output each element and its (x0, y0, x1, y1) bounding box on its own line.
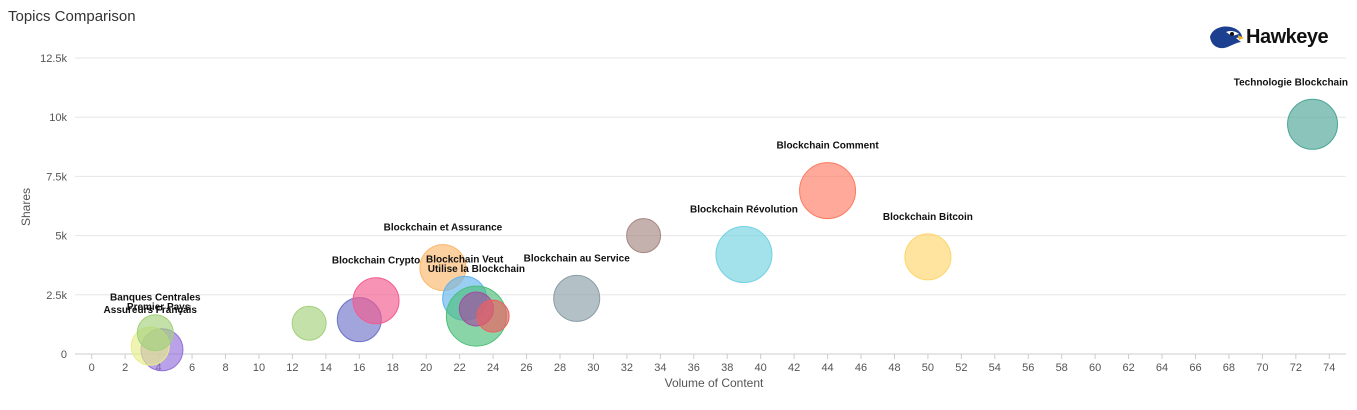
x-tick-label: 42 (788, 362, 800, 374)
hawk-head-icon (1210, 26, 1244, 49)
x-tick-label: 22 (454, 362, 466, 374)
bubble[interactable] (476, 299, 510, 333)
y-axis-title: Shares (19, 188, 33, 226)
x-axis-title: Volume of Content (665, 376, 764, 390)
y-tick-label: 12.5k (40, 53, 67, 65)
x-tick-label: 74 (1323, 362, 1335, 374)
x-tick-label: 28 (554, 362, 566, 374)
x-tick-label: 8 (222, 362, 228, 374)
x-tick-label: 68 (1223, 362, 1235, 374)
x-tick-label: 70 (1256, 362, 1268, 374)
bubble-label: Banques Centrales (110, 293, 201, 304)
hawkeye-logo: Hawkeye (1208, 22, 1329, 52)
x-tick-label: 18 (387, 362, 399, 374)
bubble-label: Blockchain Révolution (690, 205, 798, 216)
bubble[interactable] (799, 162, 857, 220)
bubble-label: Utilise la Blockchain (428, 264, 525, 275)
x-tick-label: 26 (520, 362, 532, 374)
x-tick-label: 24 (487, 362, 499, 374)
bubble[interactable] (904, 233, 952, 281)
x-tick-label: 40 (755, 362, 767, 374)
x-tick-label: 34 (654, 362, 666, 374)
y-tick-label: 5k (55, 231, 67, 243)
x-tick-label: 0 (89, 362, 95, 374)
x-tick-label: 60 (1089, 362, 1101, 374)
x-tick-label: 12 (286, 362, 298, 374)
bubbles (130, 98, 1339, 372)
x-tick-label: 20 (420, 362, 432, 374)
bubble[interactable] (553, 274, 601, 322)
x-tick-label: 10 (253, 362, 265, 374)
x-tick-label: 36 (688, 362, 700, 374)
chart-title: Topics Comparison (8, 8, 136, 25)
axes: 02.5k5k7.5k10k12.5k024681012141618202224… (40, 53, 1346, 374)
x-tick-label: 72 (1290, 362, 1302, 374)
bubble[interactable] (291, 305, 327, 341)
x-tick-label: 38 (721, 362, 733, 374)
bubble[interactable] (136, 314, 174, 352)
x-tick-label: 56 (1022, 362, 1034, 374)
x-tick-label: 62 (1122, 362, 1134, 374)
x-tick-label: 66 (1189, 362, 1201, 374)
y-tick-label: 10k (49, 112, 67, 124)
x-tick-label: 52 (955, 362, 967, 374)
x-tick-label: 16 (353, 362, 365, 374)
x-tick-label: 50 (922, 362, 934, 374)
x-tick-label: 2 (122, 362, 128, 374)
logo-text: Hawkeye (1246, 25, 1329, 48)
x-tick-label: 46 (855, 362, 867, 374)
bubble-label: Blockchain Comment (776, 141, 879, 152)
bubble-label: Blockchain et Assurance (384, 223, 503, 234)
x-tick-label: 6 (189, 362, 195, 374)
bubble[interactable] (352, 277, 400, 325)
bubble-label: Blockchain Bitcoin (883, 212, 973, 223)
bubble-label: Assureurs Français (104, 305, 198, 316)
bubble[interactable] (626, 218, 662, 254)
x-tick-label: 54 (989, 362, 1001, 374)
bubble[interactable] (715, 226, 773, 284)
x-tick-label: 44 (821, 362, 833, 374)
bubble[interactable] (1287, 98, 1339, 150)
x-tick-label: 48 (888, 362, 900, 374)
x-tick-label: 14 (320, 362, 332, 374)
x-tick-label: 64 (1156, 362, 1168, 374)
bubble-label: Blockchain Veut (426, 254, 504, 265)
x-tick-label: 32 (621, 362, 633, 374)
y-tick-label: 7.5k (46, 171, 67, 183)
bubble-label: Premier Pays (127, 302, 191, 313)
grid-lines (75, 57, 1346, 296)
y-tick-label: 0 (61, 349, 67, 361)
y-tick-label: 2.5k (46, 290, 67, 302)
x-tick-label: 30 (587, 362, 599, 374)
bubble-label: Technologie Blockchain (1234, 77, 1348, 88)
bubble-label: Blockchain au Service (524, 253, 631, 264)
x-tick-label: 58 (1056, 362, 1068, 374)
bubble-label: Blockchain Crypto (332, 256, 420, 267)
